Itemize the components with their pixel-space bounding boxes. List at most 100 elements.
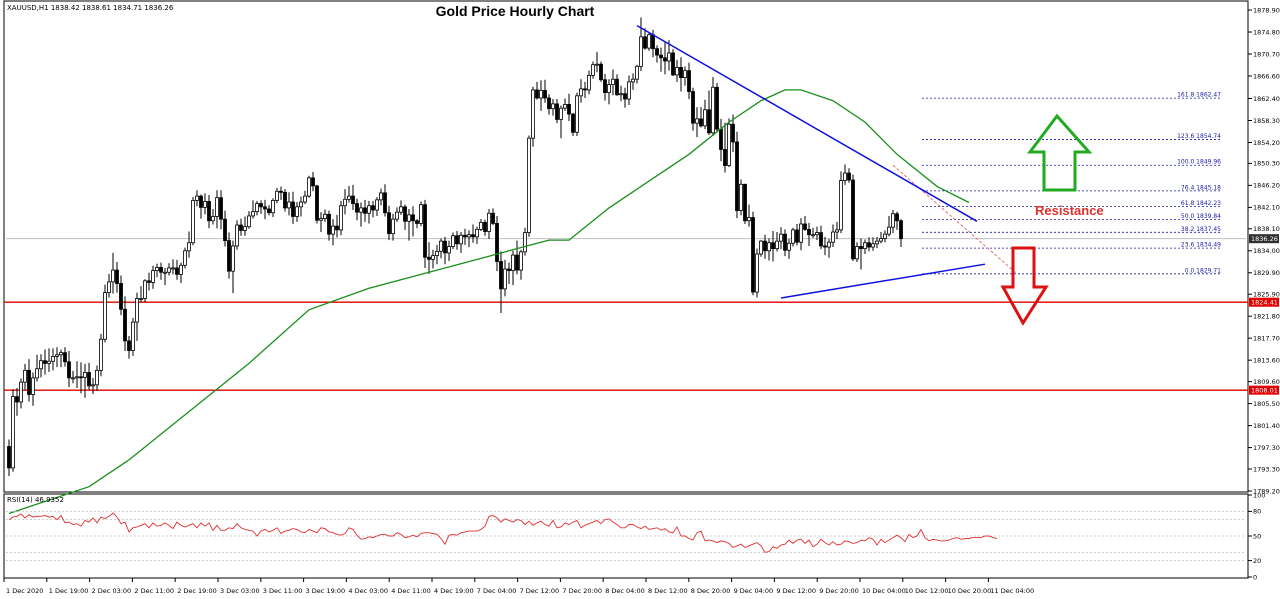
candle-body xyxy=(703,109,707,127)
x-tick-label: 4 Dec 19:00 xyxy=(434,587,474,595)
candle-body xyxy=(743,183,747,222)
candle xyxy=(323,209,327,222)
candle xyxy=(219,190,223,230)
candle-body xyxy=(643,36,647,49)
candle-body xyxy=(291,201,295,217)
candle-body xyxy=(303,195,307,203)
x-tick-label: 8 Dec 04:00 xyxy=(605,587,645,595)
candle-body xyxy=(487,212,491,232)
candle-body xyxy=(747,217,751,222)
candle-body xyxy=(555,103,559,120)
candle-body xyxy=(87,372,91,387)
x-tick-label: 9 Dec 20:00 xyxy=(819,587,859,595)
y-tick-label: 1801.40 xyxy=(1253,422,1280,430)
candle xyxy=(787,238,791,259)
rsi-tick-label: 50 xyxy=(1253,532,1261,540)
candle xyxy=(499,251,503,313)
candle xyxy=(547,94,551,115)
candle-body xyxy=(759,240,763,255)
candle xyxy=(203,193,207,215)
candle-body xyxy=(335,225,339,231)
candle-body xyxy=(307,177,311,197)
candle-body xyxy=(267,208,271,214)
candle xyxy=(519,249,523,280)
candle-body xyxy=(215,197,219,217)
candle xyxy=(819,225,823,250)
candle xyxy=(751,211,755,296)
candle xyxy=(95,365,99,391)
candle-body xyxy=(859,246,863,250)
candle-body xyxy=(131,321,135,351)
candle xyxy=(199,194,203,219)
candle xyxy=(487,208,491,239)
candle xyxy=(175,259,179,280)
candle-body xyxy=(751,217,755,293)
candle-body xyxy=(691,91,695,124)
candle xyxy=(67,351,71,387)
candle xyxy=(683,66,687,86)
candle-body xyxy=(755,253,759,293)
candle xyxy=(403,204,407,230)
candle xyxy=(575,92,579,137)
candle-body xyxy=(531,89,535,139)
candle-body xyxy=(423,204,427,258)
candle xyxy=(451,232,455,250)
candle xyxy=(631,73,635,90)
candle xyxy=(231,240,235,294)
candle-body xyxy=(243,226,247,231)
candle-body xyxy=(275,190,279,201)
candle xyxy=(799,218,803,251)
candle-body xyxy=(455,235,459,245)
y-tick-label: 1870.70 xyxy=(1253,50,1280,58)
candle-body xyxy=(507,268,511,272)
candle xyxy=(775,232,779,252)
candle-body xyxy=(103,292,107,340)
candle-body xyxy=(639,36,643,67)
candle-body xyxy=(235,224,239,247)
candle-body xyxy=(763,240,767,252)
candle-body xyxy=(115,269,119,284)
candle xyxy=(507,262,511,285)
candle xyxy=(791,227,795,247)
candle xyxy=(567,93,571,122)
candle xyxy=(379,188,383,206)
candle-body xyxy=(143,280,147,299)
candle-body xyxy=(107,281,111,294)
candle xyxy=(867,237,871,252)
candle xyxy=(647,33,651,51)
candle-body xyxy=(395,211,399,220)
candle-body xyxy=(699,118,703,127)
candle-body xyxy=(847,172,851,181)
candle-body xyxy=(627,81,631,100)
candle xyxy=(223,210,227,247)
candle-body xyxy=(59,352,63,356)
candle-body xyxy=(411,214,415,222)
candle-body xyxy=(35,368,39,379)
candle-body xyxy=(527,137,531,233)
candle-body xyxy=(51,356,55,362)
fib-retracement-line xyxy=(892,164,1018,275)
candle xyxy=(895,211,899,230)
candle-body xyxy=(667,52,671,62)
candle xyxy=(611,69,615,96)
candle xyxy=(659,47,663,72)
y-tick-label: 1866.60 xyxy=(1253,72,1280,80)
candle xyxy=(315,184,319,224)
candle-body xyxy=(851,179,855,260)
y-tick-label: 1789.20 xyxy=(1253,487,1280,495)
candle xyxy=(279,186,283,200)
candle-body xyxy=(399,206,403,213)
x-tick-label: 4 Dec 11:00 xyxy=(391,587,431,595)
candle-body xyxy=(595,63,599,66)
candle xyxy=(147,272,151,291)
candle xyxy=(59,349,63,368)
rsi-panel xyxy=(6,511,1246,561)
candle xyxy=(471,224,475,243)
candle xyxy=(367,200,371,224)
y-tick-label: 1862.40 xyxy=(1253,95,1280,103)
candle xyxy=(703,99,707,130)
candle-body xyxy=(711,86,715,134)
candle xyxy=(747,204,751,227)
candle-body xyxy=(339,205,343,231)
candle xyxy=(431,249,435,269)
